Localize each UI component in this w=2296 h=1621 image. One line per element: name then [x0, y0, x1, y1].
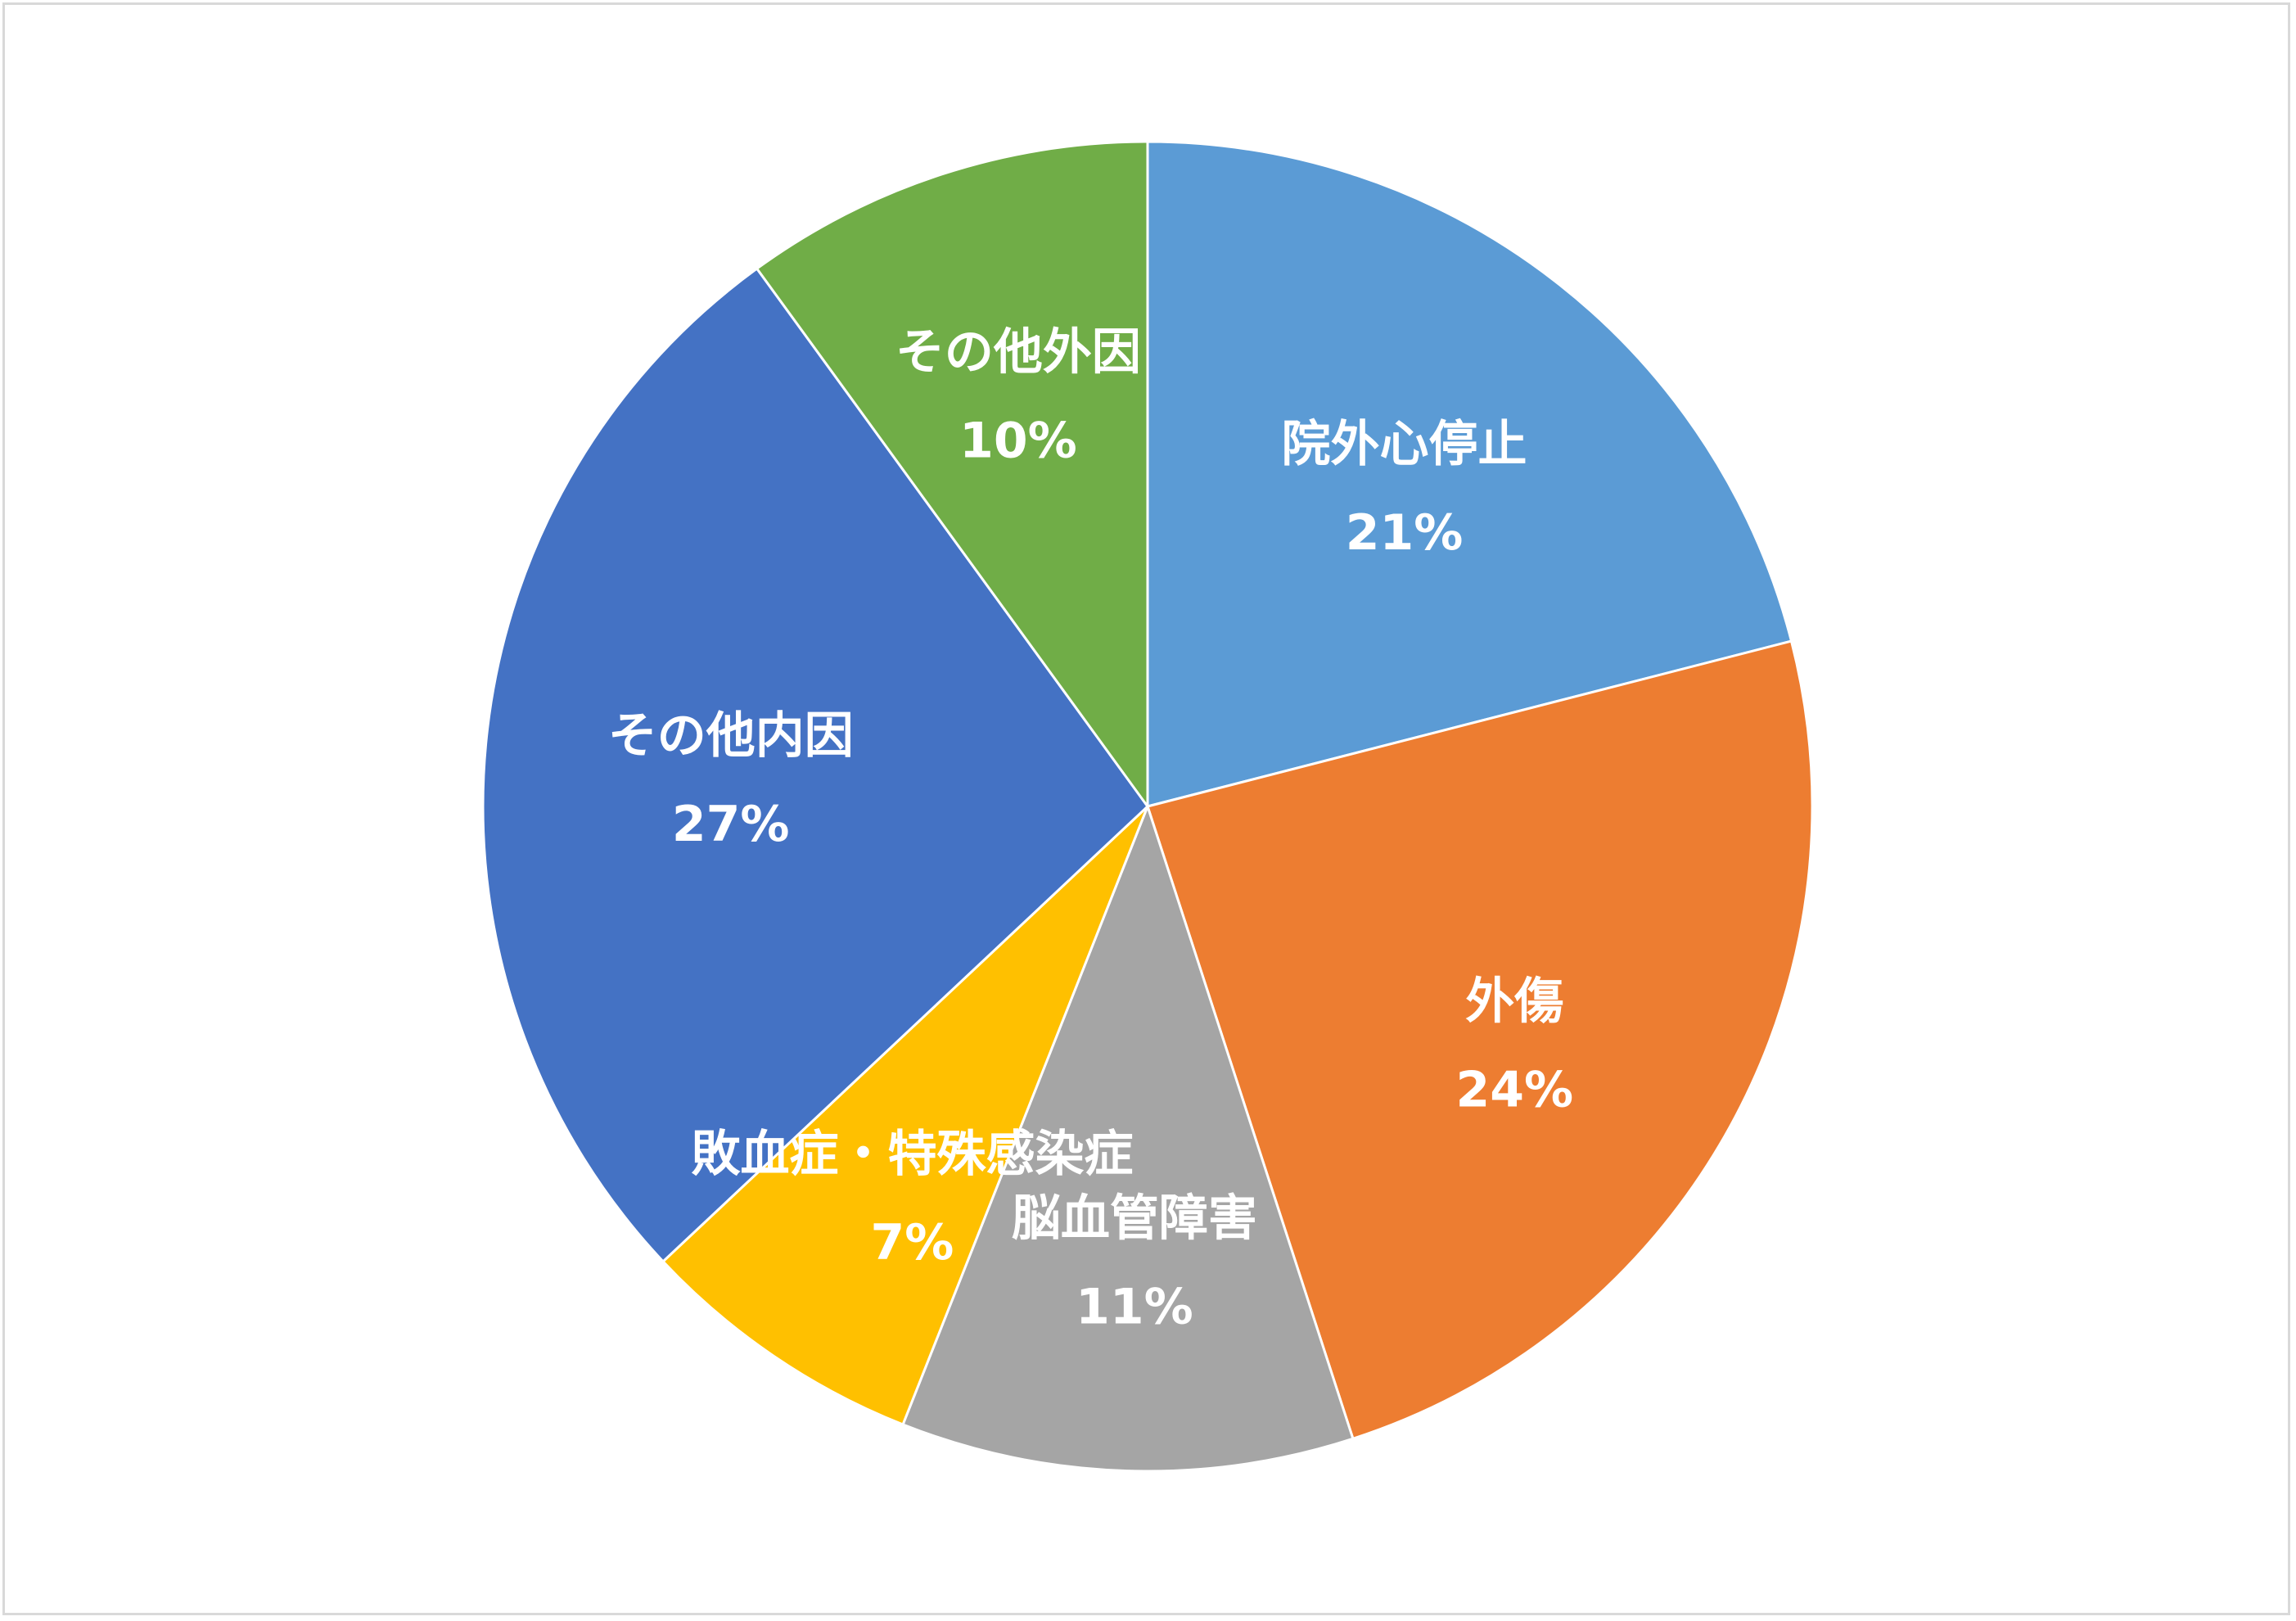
- slice-name-label: 敗血症・特殊感染症: [691, 1126, 1133, 1183]
- pie-slice-3: [901, 802, 1355, 1473]
- pie-slice-2: [1146, 639, 1814, 1441]
- slice-name-label: 院外心停止: [1282, 416, 1527, 473]
- slice-value-label: 27%: [672, 796, 790, 853]
- slice-name-label: 脳血管障害: [1012, 1190, 1257, 1247]
- slice-name-label: その他内因: [608, 707, 854, 765]
- pie-slice-1: [1146, 140, 1793, 808]
- slice-value-label: 24%: [1455, 1061, 1573, 1118]
- pie-slices: [481, 140, 1814, 1473]
- pie-labels: 院外心停止 21% 外傷 24% 脳血管障害 11% 敗血症・特殊感染症 7% その他内因 27%…: [608, 323, 1573, 1335]
- slice-value-label: 21%: [1346, 504, 1464, 562]
- slice-name-label: その他外因: [895, 323, 1141, 381]
- slice-value-label: 7%: [871, 1214, 954, 1271]
- pie-slice-4: [661, 805, 1149, 1426]
- slice-name-label: 外傷: [1465, 973, 1563, 1030]
- slice-value-label: 11%: [1076, 1278, 1193, 1335]
- pie-slice-5: [481, 266, 1149, 1263]
- slice-value-label: 10%: [959, 412, 1077, 469]
- pie-slice-6: [755, 140, 1149, 810]
